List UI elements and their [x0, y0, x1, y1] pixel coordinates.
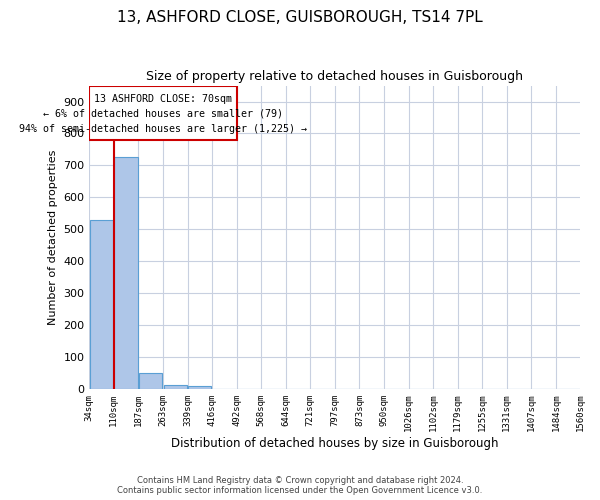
Text: ← 6% of detached houses are smaller (79): ← 6% of detached houses are smaller (79) [43, 109, 283, 119]
Bar [139, 373, 163, 389]
Bar [115, 157, 138, 389]
Bar [188, 386, 211, 389]
Title: Size of property relative to detached houses in Guisborough: Size of property relative to detached ho… [146, 70, 523, 83]
Text: Contains HM Land Registry data © Crown copyright and database right 2024.
Contai: Contains HM Land Registry data © Crown c… [118, 476, 482, 495]
X-axis label: Distribution of detached houses by size in Guisborough: Distribution of detached houses by size … [171, 437, 499, 450]
Text: 13, ASHFORD CLOSE, GUISBOROUGH, TS14 7PL: 13, ASHFORD CLOSE, GUISBOROUGH, TS14 7PL [117, 10, 483, 25]
Bar [164, 385, 187, 389]
Y-axis label: Number of detached properties: Number of detached properties [48, 150, 58, 325]
Text: 13 ASHFORD CLOSE: 70sqm: 13 ASHFORD CLOSE: 70sqm [94, 94, 232, 104]
Bar [90, 220, 113, 389]
FancyBboxPatch shape [89, 86, 236, 140]
Text: 94% of semi-detached houses are larger (1,225) →: 94% of semi-detached houses are larger (… [19, 124, 307, 134]
